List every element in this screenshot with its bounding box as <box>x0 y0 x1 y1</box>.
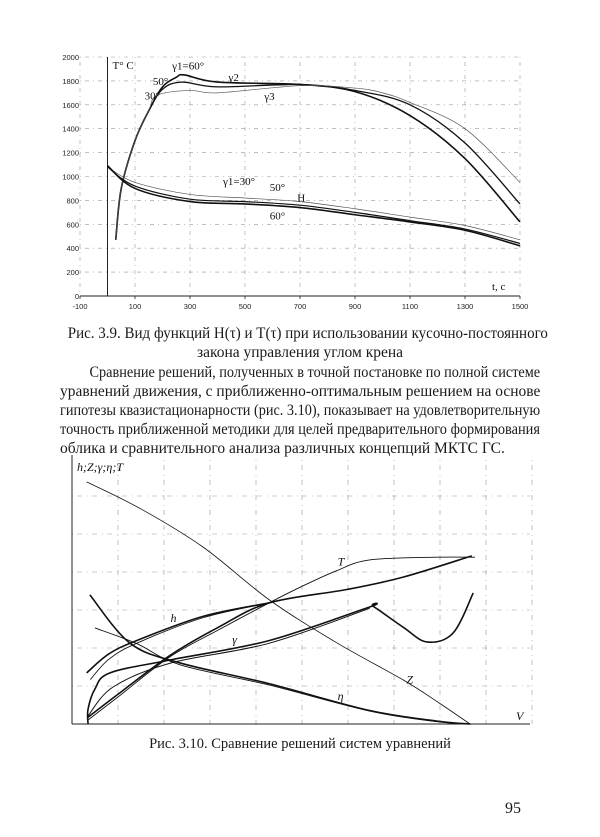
series-line <box>87 607 370 717</box>
x-tick-label: 700 <box>294 302 307 311</box>
paragraph-line: Сравнение решений, полученных в точной п… <box>89 364 541 381</box>
caption-line: Рис. 3.9. Вид функций H(τ) и T(τ) при ис… <box>67 325 548 342</box>
series-line <box>86 592 474 725</box>
chart-fig-3-9: -100 100 300 500 700 900 1100 1300 1500 0 200 400 60… <box>62 53 528 311</box>
y-axis-label: T° C <box>113 60 134 72</box>
x-tick-label: 1300 <box>457 302 474 311</box>
series-line <box>87 556 476 721</box>
series-line <box>89 594 471 725</box>
series-annotation: 50° <box>153 76 168 88</box>
series-annotation: T <box>338 554 346 568</box>
series-line <box>114 73 521 240</box>
paragraph-line: точность приближенной методики для целей… <box>60 421 540 438</box>
series-annotation: Z <box>406 673 413 687</box>
x-axis-label: t, c <box>492 281 506 293</box>
x-tick-label: 500 <box>239 302 252 311</box>
y-tick-label: 1400 <box>62 125 79 134</box>
caption-line: Рис. 3.10. Сравнение решений систем урав… <box>149 736 451 752</box>
y-tick-label: 1000 <box>62 173 79 182</box>
y-tick-label: 0 <box>75 292 79 301</box>
x-tick-label: 100 <box>129 302 142 311</box>
series-annotation: γ1=30° <box>222 176 255 188</box>
x-tick-label: 1500 <box>512 302 529 311</box>
figure-3-9-caption: Рис. 3.9. Вид функций H(τ) и T(τ) при ис… <box>60 324 548 362</box>
y-axis-label: h;Z;γ;η;T <box>77 460 124 474</box>
series-annotation: η <box>338 689 344 703</box>
series-annotation: 50° <box>270 182 285 194</box>
y-tick-label: 800 <box>66 196 79 205</box>
series-line <box>115 81 521 240</box>
series-line <box>107 166 521 241</box>
series-annotation: h <box>170 611 176 625</box>
x-axis-label: V <box>516 709 525 723</box>
figure-3-10-caption: Рис. 3.10. Сравнение решений систем урав… <box>60 735 540 754</box>
y-tick-label: 1800 <box>62 77 79 86</box>
series-annotation: γ1=60° <box>171 61 204 73</box>
series-line <box>94 627 471 725</box>
y-tick-label: 600 <box>66 220 79 229</box>
series-line <box>106 165 521 247</box>
series-annotation: H <box>297 193 305 205</box>
series-line <box>86 481 471 725</box>
x-tick-label: 900 <box>349 302 362 311</box>
paragraph-line: гипотезы квазистационарности (рис. 3.10)… <box>60 402 541 419</box>
x-tick-label: -100 <box>72 302 87 311</box>
y-tick-label: 400 <box>66 244 79 253</box>
y-tick-label: 2000 <box>62 53 79 62</box>
y-tick-label: 1600 <box>62 101 79 110</box>
series-line <box>87 555 473 718</box>
series-line <box>115 85 521 240</box>
page-number: 95 <box>505 800 521 817</box>
series-annotation: 30° <box>145 90 160 102</box>
x-tick-label: 300 <box>184 302 197 311</box>
series-annotation: 60° <box>270 211 285 223</box>
series-annotation: γ <box>232 632 237 646</box>
chart-fig-3-10: h;Z;γ;η;T V Th γ η Z <box>71 455 533 725</box>
x-tick-label: 1100 <box>402 302 418 311</box>
series-line <box>86 602 270 674</box>
y-tick-label: 200 <box>66 268 79 277</box>
body-paragraph: Сравнение решений, полученных в точной п… <box>60 363 540 458</box>
series-annotation: γ2 <box>228 72 239 84</box>
y-tick-label: 1200 <box>62 149 79 158</box>
series-annotation: γ3 <box>263 91 275 103</box>
paragraph-line: уравнений движения, с приближенно-оптима… <box>60 383 541 400</box>
paragraph-line: облика и сравнительного анализа различны… <box>60 440 505 457</box>
caption-line: закона управления углом крена <box>196 344 404 361</box>
series-line <box>107 166 521 245</box>
